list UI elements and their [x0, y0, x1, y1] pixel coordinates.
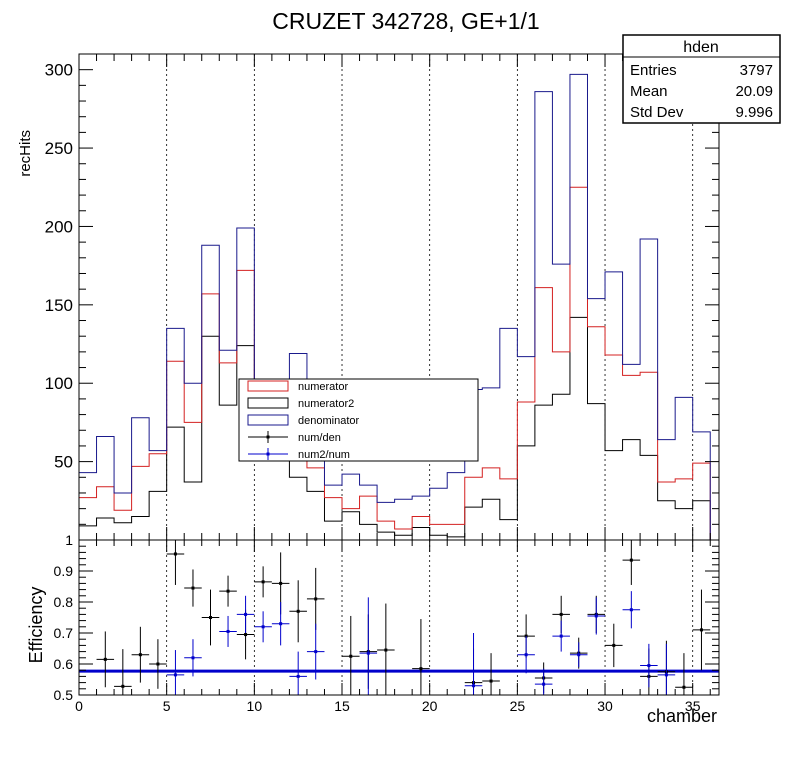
- data-point-ratio_num2: [173, 673, 177, 677]
- data-point-ratio_num2: [472, 684, 476, 688]
- data-point-ratio_den: [682, 685, 686, 689]
- data-point-ratio_num2: [296, 674, 300, 678]
- legend-label-0: numerator: [298, 381, 348, 393]
- bottom-y-tick-label: 0.8: [54, 594, 74, 610]
- x-tick-label: 30: [597, 698, 613, 714]
- bottom-panel-axes: 0.50.60.70.80.910 5 10 15 20 25 30 35: [54, 532, 719, 714]
- data-point-ratio_den: [296, 609, 300, 613]
- data-point-ratio_den: [209, 616, 213, 619]
- bottom-panel-frame: [78, 539, 720, 696]
- data-point-ratio_den: [103, 657, 107, 661]
- x-tick-label: 15: [334, 698, 350, 714]
- legend-label-2: denominator: [298, 415, 359, 427]
- data-point-ratio_den: [173, 552, 177, 556]
- bottom-y-tick-label: 0.9: [54, 563, 74, 579]
- data-point-ratio_num2: [559, 634, 563, 638]
- data-point-ratio_den: [138, 653, 142, 657]
- x-tick-label: 20: [422, 698, 438, 714]
- top-y-tick-label: 250: [45, 139, 73, 158]
- x-tick-label: 25: [510, 698, 526, 714]
- data-point-ratio_num2: [314, 650, 318, 654]
- histogram-numerator: [78, 186, 711, 540]
- top-y-tick-label: 50: [54, 453, 73, 472]
- bottom-y-tick-label: 0.5: [54, 687, 74, 703]
- data-point-ratio_den: [191, 586, 195, 590]
- legend: numerator numerator2 denominator num/den num…: [238, 378, 479, 462]
- data-point-ratio_num2: [647, 664, 651, 668]
- bottom-y-tick-label: 1: [65, 532, 73, 548]
- data-point-ratio_num2: [366, 651, 370, 655]
- chart-title: CRUZET 342728, GE+1/1: [272, 8, 539, 34]
- x-tick-label: 10: [247, 698, 263, 714]
- bottom-y-tick-label: 0.6: [54, 656, 74, 672]
- bottom-y-tick-label: 0.7: [54, 625, 74, 641]
- stats-mean-value: 20.09: [735, 83, 773, 100]
- data-point-ratio_den: [489, 679, 493, 683]
- data-point-ratio_den: [384, 648, 388, 652]
- legend-swatch-0: [247, 380, 289, 392]
- top-y-tick-label: 200: [45, 217, 73, 236]
- x-tick-label: 5: [163, 698, 171, 714]
- legend-swatch-2: [247, 414, 289, 426]
- top-y-axis-label: recHits: [17, 130, 34, 177]
- data-point-ratio_den: [279, 581, 283, 585]
- data-point-ratio_den: [314, 597, 318, 601]
- data-point-ratio_den: [629, 558, 633, 562]
- stats-stddev-label: Std Dev: [630, 104, 684, 121]
- data-point-ratio_num2: [244, 612, 248, 616]
- top-panel-axes: 50 100 150 200 250 300: [45, 54, 719, 540]
- top-y-tick-label: 100: [45, 374, 73, 393]
- data-point-ratio_den: [419, 667, 423, 671]
- stats-entries-value: 3797: [740, 62, 773, 79]
- x-axis-label: chamber: [647, 706, 717, 726]
- data-point-ratio_den: [226, 589, 230, 593]
- data-point-ratio_den: [559, 612, 563, 616]
- top-y-tick-label: 300: [45, 61, 73, 80]
- data-point-ratio_num2: [542, 682, 546, 686]
- stats-stddev-value: 9.996: [735, 104, 773, 121]
- legend-label-1: numerator2: [298, 398, 354, 410]
- x-tick-label: 35: [685, 698, 701, 714]
- data-point-ratio_num2: [664, 673, 668, 677]
- stats-box: hden Entries 3797 Mean 20.09 Std Dev 9.9…: [622, 34, 781, 124]
- data-point-ratio_num2: [226, 629, 230, 633]
- bottom-panel-points: [79, 540, 719, 695]
- top-y-tick-label: 150: [45, 296, 73, 315]
- stats-box-name: hden: [683, 39, 719, 56]
- data-point-ratio_num2: [594, 614, 598, 618]
- histogram-denominator: [78, 73, 711, 540]
- data-point-ratio_den: [244, 633, 248, 637]
- bottom-panel-grid: [166, 540, 694, 695]
- legend-label-3: num/den: [298, 432, 341, 444]
- legend-swatch-1: [247, 397, 289, 409]
- data-point-ratio_num2: [191, 656, 195, 660]
- data-point-ratio_num2: [524, 653, 528, 657]
- data-point-ratio_num2: [577, 653, 581, 657]
- legend-marker-dot-4: [266, 452, 270, 456]
- data-point-ratio_den: [261, 580, 265, 584]
- data-point-ratio_num2: [629, 608, 633, 612]
- data-point-ratio_num2: [261, 625, 265, 629]
- stats-entries-label: Entries: [630, 62, 677, 79]
- legend-label-4: num2/num: [298, 449, 350, 461]
- legend-marker-dot-3: [266, 435, 270, 439]
- data-point-ratio_den: [612, 643, 616, 647]
- stats-box-frame: [622, 34, 781, 124]
- data-point-ratio_num2: [279, 622, 283, 626]
- stats-mean-label: Mean: [630, 83, 668, 100]
- legend-frame: [238, 378, 479, 462]
- x-tick-label: 0: [75, 698, 83, 714]
- data-point-ratio_den: [699, 628, 703, 632]
- data-point-ratio_den: [121, 684, 125, 688]
- data-point-ratio_den: [349, 654, 353, 658]
- data-point-ratio_den: [156, 662, 160, 666]
- bottom-y-axis-label: Efficiency: [26, 587, 46, 664]
